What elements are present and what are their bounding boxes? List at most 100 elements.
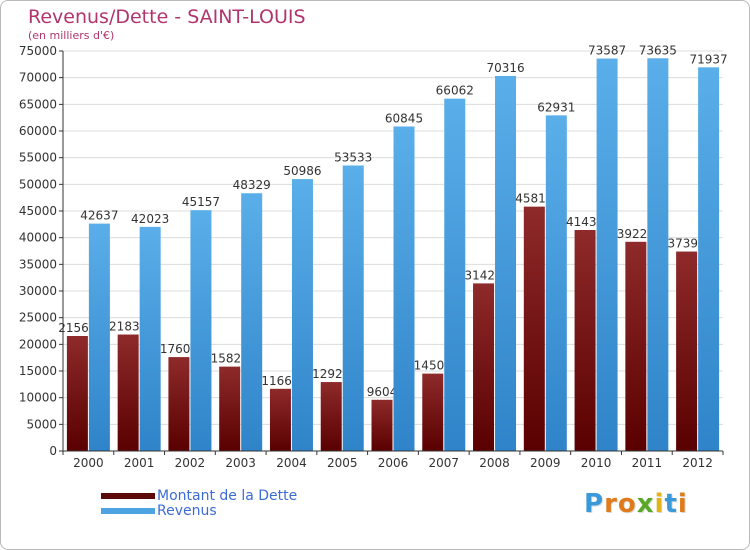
x-tick-label: 2003	[225, 456, 256, 470]
data-label-dette: 39225	[617, 227, 655, 241]
bar-revenus	[698, 67, 720, 451]
logo-letter: x	[636, 489, 655, 519]
bar-dette	[574, 230, 596, 451]
bar-dette	[219, 366, 241, 451]
x-tick-label: 2005	[327, 456, 358, 470]
bar-revenus	[444, 98, 466, 451]
data-label-dette: 17608	[160, 342, 198, 356]
y-tick-label: 0	[49, 444, 57, 458]
y-tick-label: 50000	[19, 177, 57, 191]
proxiti-logo: Proxiti	[584, 489, 688, 519]
legend-swatch-dette	[101, 493, 155, 499]
data-label-revenus: 60845	[385, 111, 423, 125]
bar-revenus	[88, 223, 110, 451]
data-label-revenus: 66062	[436, 84, 474, 98]
x-tick-label: 2000	[73, 456, 104, 470]
data-label-revenus: 71937	[690, 52, 728, 66]
bar-revenus	[596, 58, 618, 451]
bars-layer: 21562 42637 21838 42023 17608 45157 15821 48329…	[58, 43, 728, 452]
x-tick-label: 2009	[530, 456, 561, 470]
legend-label-revenus: Revenus	[157, 503, 217, 519]
x-tick-label: 2001	[124, 456, 155, 470]
x-tick-label: 2011	[632, 456, 663, 470]
data-label-dette: 41436	[566, 215, 604, 229]
bar-revenus	[139, 226, 161, 451]
legend-item-dette: Montant de la Dette	[101, 488, 297, 504]
logo-letter: P	[584, 489, 605, 519]
data-label-dette: 12927	[312, 367, 350, 381]
logo-letter: i	[677, 489, 688, 519]
bar-revenus	[241, 193, 263, 451]
y-tick-label: 65000	[19, 97, 57, 111]
data-label-dette: 9604	[367, 385, 398, 399]
bar-revenus	[495, 75, 517, 452]
bar-dette	[625, 241, 647, 451]
y-tick-label: 10000	[19, 391, 57, 405]
data-label-dette: 31425	[464, 268, 502, 282]
bar-revenus	[647, 58, 669, 451]
data-label-dette: 21562	[58, 321, 96, 335]
bar-dette	[66, 336, 88, 451]
x-tick-label: 2010	[581, 456, 612, 470]
logo-letter: i	[654, 489, 665, 519]
data-label-dette: 14508	[414, 359, 452, 373]
logo-letter: r	[604, 489, 618, 519]
bar-dette	[320, 382, 342, 451]
data-label-dette: 11663	[261, 374, 299, 388]
logo-letter: t	[664, 489, 678, 519]
bar-revenus	[291, 179, 313, 452]
data-label-revenus: 62931	[537, 100, 575, 114]
chart-subtitle: (en milliers d'€)	[28, 29, 115, 42]
data-label-revenus: 50986	[283, 164, 321, 178]
legend-label-dette: Montant de la Dette	[157, 488, 298, 504]
chart-title: Revenus/Dette - SAINT-LOUIS	[28, 6, 306, 28]
x-tick-label: 2002	[175, 456, 206, 470]
y-tick-label: 20000	[19, 337, 57, 351]
legend-item-revenus: Revenus	[101, 503, 217, 519]
bar-revenus	[545, 115, 567, 452]
x-tick-label: 2012	[682, 456, 713, 470]
x-tick-label: 2008	[479, 456, 510, 470]
data-label-revenus: 48329	[233, 178, 271, 192]
bar-revenus	[342, 165, 364, 451]
bar-revenus	[393, 126, 415, 451]
logo-letter: o	[617, 489, 637, 519]
data-label-dette: 21838	[109, 320, 147, 334]
bar-dette	[676, 251, 698, 451]
y-tick-label: 25000	[19, 311, 57, 325]
data-label-dette: 37398	[668, 237, 706, 251]
y-tick-label: 30000	[19, 284, 57, 298]
bar-dette	[371, 399, 393, 451]
data-label-revenus: 73587	[588, 44, 626, 58]
y-tick-label: 15000	[19, 364, 57, 378]
y-tick-label: 70000	[19, 71, 57, 85]
data-label-revenus: 45157	[182, 195, 220, 209]
x-tick-label: 2007	[428, 456, 459, 470]
data-label-revenus: 70316	[486, 61, 524, 75]
bar-revenus	[190, 210, 212, 451]
y-tick-label: 55000	[19, 151, 57, 165]
y-tick-label: 60000	[19, 124, 57, 138]
bar-dette	[168, 357, 190, 451]
axis-layer: 0 5000 10000 15000 20000 25000 30000 35000 40000…	[19, 44, 724, 470]
bar-dette	[269, 388, 291, 451]
data-label-revenus: 42637	[80, 209, 118, 223]
data-label-revenus: 53533	[334, 150, 372, 164]
bar-dette	[422, 373, 444, 451]
x-tick-label: 2004	[276, 456, 307, 470]
bar-dette	[473, 283, 495, 451]
data-label-dette: 15821	[211, 352, 249, 366]
data-label-dette: 45816	[515, 192, 553, 206]
legend-swatch-revenus	[101, 508, 155, 514]
bar-dette	[117, 334, 139, 451]
data-label-revenus: 73635	[639, 43, 677, 57]
x-tick-label: 2006	[378, 456, 409, 470]
y-tick-label: 35000	[19, 257, 57, 271]
y-tick-label: 75000	[19, 44, 57, 58]
y-tick-label: 40000	[19, 231, 57, 245]
bar-dette	[523, 206, 545, 451]
y-tick-label: 45000	[19, 204, 57, 218]
data-label-revenus: 42023	[131, 212, 169, 226]
